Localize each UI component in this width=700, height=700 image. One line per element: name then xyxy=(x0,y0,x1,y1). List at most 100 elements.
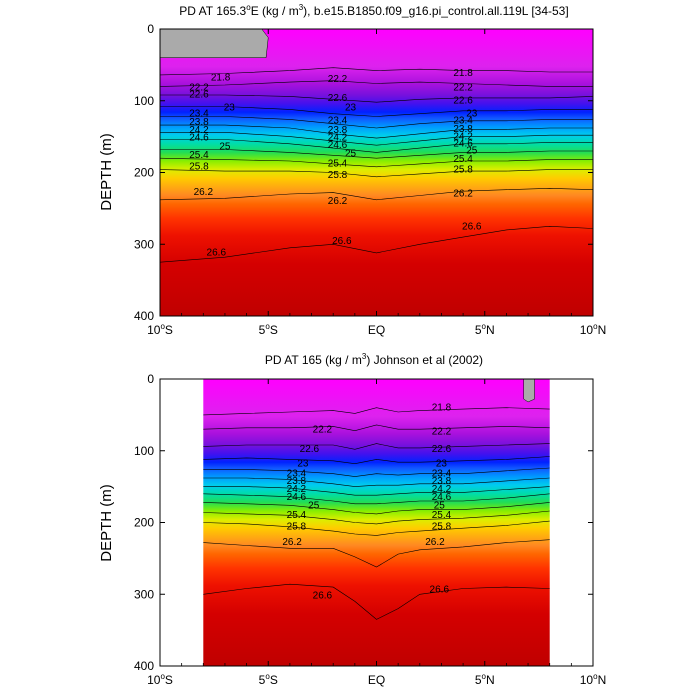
contour-label: 25.8 xyxy=(453,164,473,175)
panel-top: PD AT 165.3oE (kg / m3), b.e15.B1850.f09… xyxy=(98,3,606,337)
contour-label: 24.2 xyxy=(328,133,348,144)
y-tick-label: 200 xyxy=(134,516,154,530)
contour-label: 23.4 xyxy=(287,468,307,479)
y-tick-label: 400 xyxy=(134,659,154,673)
contour-label: 25.4 xyxy=(328,159,348,170)
contour-label: 26.2 xyxy=(453,189,473,200)
contour-label: 22.2 xyxy=(313,425,333,436)
contour-label: 25.4 xyxy=(189,150,209,161)
density-fill xyxy=(203,379,550,666)
contour-label: 25 xyxy=(308,501,320,512)
contour-label: 21.8 xyxy=(211,72,231,83)
contour-line xyxy=(203,510,550,525)
contour-label: 24.6 xyxy=(189,133,209,144)
contour-label: 23.4 xyxy=(453,115,473,126)
contour-label: 24.6 xyxy=(453,138,473,149)
panel-bottom-title: PD AT 165 (kg / m3) Johnson et al (2002) xyxy=(265,352,483,367)
contour-label: 25.8 xyxy=(189,161,209,172)
missing-data-region xyxy=(160,29,269,58)
contour-line xyxy=(160,187,593,201)
y-tick-label: 100 xyxy=(134,94,154,108)
contour-label: 25.4 xyxy=(453,154,473,165)
contour-label: 23.8 xyxy=(432,476,452,487)
contour-line xyxy=(203,583,550,620)
contour-label: 25.4 xyxy=(432,510,452,521)
x-tick-label: 10oN xyxy=(580,672,606,687)
contour-label: 25 xyxy=(219,141,231,152)
contour-line xyxy=(160,157,593,168)
x-tick-label: 5oN xyxy=(475,672,495,687)
y-tick-label: 0 xyxy=(147,22,154,36)
contour-label: 26.6 xyxy=(462,222,482,233)
contour-line xyxy=(160,225,593,263)
missing-data-region xyxy=(523,379,535,403)
contour-line xyxy=(203,407,550,416)
contour-label: 23 xyxy=(436,458,448,469)
contour-label: 23.4 xyxy=(432,468,452,479)
contour-label: 22.6 xyxy=(453,95,473,106)
contour-label: 26.6 xyxy=(313,590,333,601)
contour-label: 26.6 xyxy=(332,236,352,247)
contour-label: 24.2 xyxy=(189,125,209,136)
contour-label: 22.2 xyxy=(432,427,452,438)
x-tick-label: 10oS xyxy=(147,322,173,337)
contour-label: 22.6 xyxy=(328,93,348,104)
x-tick-label: 10oS xyxy=(147,672,173,687)
contour-line xyxy=(203,502,550,515)
contour-label: 23 xyxy=(224,103,236,114)
contour-line xyxy=(160,169,593,178)
contour-label: 24.2 xyxy=(453,131,473,142)
contour-label: 25 xyxy=(466,146,478,157)
x-tick-label: EQ xyxy=(368,323,385,337)
contour-label: 23.4 xyxy=(328,115,348,126)
contour-line xyxy=(203,456,550,465)
y-tick-label: 100 xyxy=(134,444,154,458)
contour-label: 22.6 xyxy=(189,90,209,101)
contour-line xyxy=(160,116,593,129)
y-tick-label: 300 xyxy=(134,587,154,601)
contour-label: 22.2 xyxy=(453,82,473,93)
contour-label: 25.8 xyxy=(432,521,452,532)
contour-label: 26.2 xyxy=(194,187,214,198)
contour-line xyxy=(203,486,550,496)
contour-label: 21.8 xyxy=(432,402,452,413)
x-tick-label: 5oS xyxy=(259,322,278,337)
contour-label: 21.8 xyxy=(453,68,473,79)
contour-label: 25 xyxy=(434,501,446,512)
contour-label: 23.8 xyxy=(189,117,209,128)
x-tick-label: 10oN xyxy=(580,322,606,337)
contour-label: 26.6 xyxy=(207,248,227,259)
y-tick-label: 300 xyxy=(134,237,154,251)
panel-top-title: PD AT 165.3oE (kg / m3), b.e15.B1850.f09… xyxy=(179,3,568,18)
x-tick-label: EQ xyxy=(368,673,385,687)
panel-bottom: PD AT 165 (kg / m3) Johnson et al (2002)… xyxy=(98,352,606,687)
contour-label: 22.2 xyxy=(328,74,348,85)
contour-label: 26.2 xyxy=(425,537,445,548)
contour-line xyxy=(160,124,593,139)
contour-label: 22.2 xyxy=(189,82,209,93)
contour-line xyxy=(160,67,593,76)
contour-label: 25.4 xyxy=(287,510,307,521)
x-tick-label: 5oN xyxy=(475,322,495,337)
contour-label: 26.6 xyxy=(430,585,450,596)
contour-label: 22.6 xyxy=(300,444,320,455)
contour-label: 24.6 xyxy=(328,140,348,151)
contour-label: 24.2 xyxy=(432,484,452,495)
panel-top-ylabel: DEPTH (m) xyxy=(98,133,115,211)
y-tick-label: 400 xyxy=(134,309,154,323)
contour-label: 23 xyxy=(345,103,357,114)
contour-label: 24.2 xyxy=(287,484,307,495)
density-field: 21.822.222.62323.423.824.224.62525.425.8… xyxy=(160,29,593,316)
contour-line xyxy=(160,149,593,159)
y-tick-label: 0 xyxy=(147,372,154,386)
contour-line xyxy=(160,106,593,117)
contour-label: 23.8 xyxy=(287,476,307,487)
contour-line xyxy=(203,467,550,477)
contour-label: 23 xyxy=(297,458,309,469)
contour-line xyxy=(160,80,593,87)
contour-line xyxy=(203,424,550,432)
contour-label: 23.8 xyxy=(453,124,473,135)
